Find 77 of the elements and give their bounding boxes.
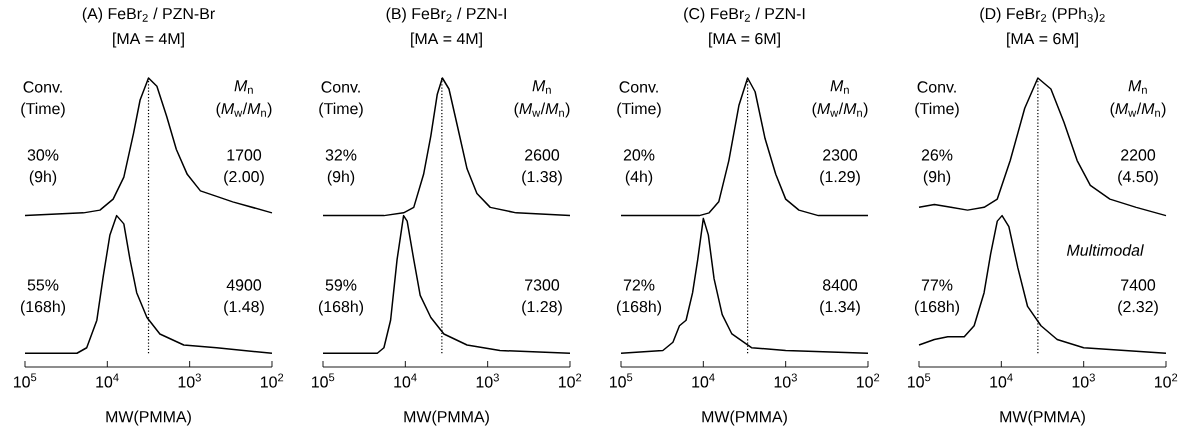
annotation: (9h) xyxy=(923,170,951,186)
chart-subtitle: [MA = 4M] xyxy=(411,32,482,48)
annotation: (M$_{w}$/M$_{n}$) xyxy=(1110,102,1166,118)
annotation: M$_{n}$ xyxy=(830,80,849,94)
x-tick-label: 10$^{5}$ xyxy=(908,373,931,388)
chart-title: (A) FeBr$_{2}$ / PZN-Br xyxy=(82,7,215,23)
annotation: 30% xyxy=(27,149,59,161)
chart-subtitle: [MA = 4M] xyxy=(113,32,184,48)
annotation: (2.00) xyxy=(224,170,264,186)
x-tick-label: 10$^{4}$ xyxy=(96,373,119,388)
x-tick-label: 10$^{2}$ xyxy=(260,373,284,388)
x-tick-label: 10$^{2}$ xyxy=(559,373,582,388)
x-axis-title: MW(PMMA) xyxy=(702,410,787,426)
annotation: (Time) xyxy=(319,102,363,118)
x-tick-label: 10$^{3}$ xyxy=(476,373,499,388)
annotation: (M$_{w}$/M$_{n}$) xyxy=(514,102,570,118)
x-tick-label: 10$^{3}$ xyxy=(178,373,201,388)
chart-title: (B) FeBr$_{2}$ / PZN-I xyxy=(386,7,506,23)
annotation: 2600 xyxy=(525,149,560,161)
annotation: (1.29) xyxy=(820,170,860,186)
chart-title: (D) FeBr$_{2}$ (PPh$_{3}$)$_{2}$ xyxy=(980,7,1105,23)
annotation: 8400 xyxy=(822,279,858,291)
chart-title: (C) FeBr$_{2}$ / PZN-I xyxy=(684,7,805,23)
x-tick-label: 10$^{4}$ xyxy=(990,373,1013,388)
annotation: 7400 xyxy=(1121,279,1156,291)
annotation: 77% xyxy=(921,279,953,291)
annotation: M$_{n}$ xyxy=(234,80,253,94)
annotation: (Time) xyxy=(617,102,661,118)
x-tick-label: 10$^{2}$ xyxy=(1155,373,1178,388)
x-axis-title: MW(PMMA) xyxy=(404,410,489,426)
annotation: (1.28) xyxy=(522,300,562,316)
x-tick-label: 10$^{3}$ xyxy=(774,373,797,388)
annotation: 59% xyxy=(325,279,357,291)
annotation: (168h) xyxy=(20,300,66,316)
x-tick-label: 10$^{2}$ xyxy=(857,373,880,388)
annotation: (Time) xyxy=(915,102,959,118)
annotation: 1700 xyxy=(227,149,262,161)
chart-subtitle: [MA = 6M] xyxy=(709,32,780,48)
annotation: 7300 xyxy=(525,279,560,291)
annotation: (2.32) xyxy=(1118,300,1158,316)
annotation: 26% xyxy=(921,149,953,161)
annotation: (168h) xyxy=(318,300,364,316)
annotation: 20% xyxy=(623,149,655,161)
annotation: (M$_{w}$/M$_{n}$) xyxy=(812,102,868,118)
annotation: Conv. xyxy=(917,81,956,93)
annotation: (4h) xyxy=(625,170,653,186)
x-tick-label: 10$^{4}$ xyxy=(394,373,417,388)
x-axis-title: MW(PMMA) xyxy=(106,410,191,426)
annotation: Multimodal xyxy=(1066,244,1144,256)
x-tick-label: 10$^{5}$ xyxy=(14,373,37,388)
x-tick-label: 10$^{4}$ xyxy=(692,373,715,388)
annotation: (9h) xyxy=(29,170,57,186)
annotation: 32% xyxy=(325,149,357,161)
annotation: (168h) xyxy=(914,300,960,316)
annotation: M$_{n}$ xyxy=(1128,80,1147,94)
annotation: Conv. xyxy=(23,81,62,93)
annotation: (1.48) xyxy=(224,300,264,316)
annotation: (9h) xyxy=(327,170,355,186)
x-tick-label: 10$^{5}$ xyxy=(610,373,633,388)
annotation: (Time) xyxy=(21,102,65,118)
chart-subtitle: [MA = 6M] xyxy=(1007,32,1078,48)
annotation: 72% xyxy=(623,279,655,291)
annotation: (4.50) xyxy=(1118,170,1158,186)
annotation: 2300 xyxy=(823,149,858,161)
annotation: (1.34) xyxy=(820,300,860,316)
annotation: (168h) xyxy=(616,300,662,316)
annotation: M$_{n}$ xyxy=(532,80,551,94)
annotation: 2200 xyxy=(1121,149,1156,161)
x-axis-title: MW(PMMA) xyxy=(1000,410,1085,426)
annotation: Conv. xyxy=(619,81,658,93)
annotation: (1.38) xyxy=(522,170,562,186)
annotation: 4900 xyxy=(226,279,262,291)
annotation: 55% xyxy=(27,279,59,291)
x-tick-label: 10$^{3}$ xyxy=(1072,373,1095,388)
annotation: Conv. xyxy=(321,81,360,93)
x-tick-label: 10$^{5}$ xyxy=(312,373,335,388)
annotation: (M$_{w}$/M$_{n}$) xyxy=(216,102,272,118)
